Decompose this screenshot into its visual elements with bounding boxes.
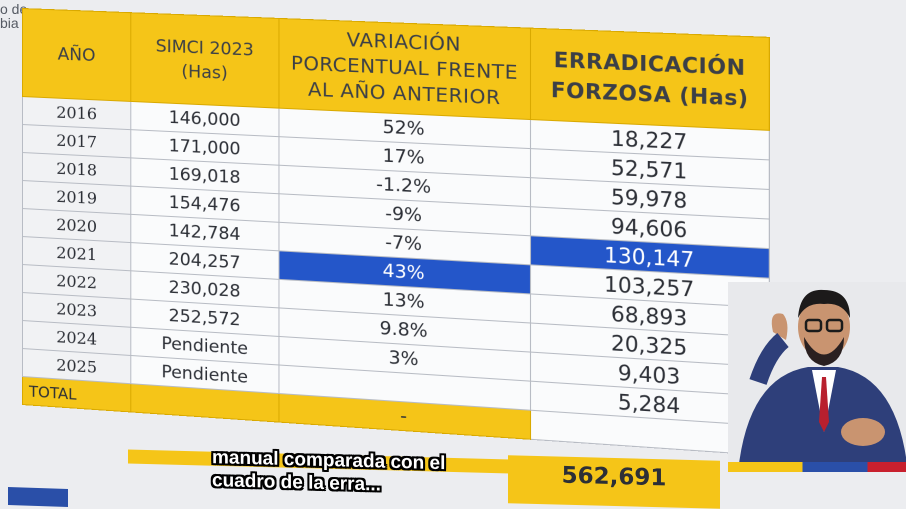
presentation-slide: AÑO SIMCI 2023 (Has) VARIACIÓN PORCENTUA… bbox=[8, 0, 906, 506]
total-label: TOTAL bbox=[22, 377, 131, 412]
color-stripe-decoration bbox=[728, 462, 906, 472]
grand-total-value: 562,691 bbox=[508, 455, 720, 509]
header-eradication: ERRADICACIÓN FORZOSA (Has) bbox=[531, 28, 770, 130]
sign-language-interpreter-image bbox=[728, 282, 906, 472]
blue-strip-decoration bbox=[8, 487, 68, 507]
interpreter-illustration bbox=[728, 282, 906, 472]
header-variation: VARIACIÓN PORCENTUAL FRENTE AL AÑO ANTER… bbox=[279, 18, 531, 119]
data-table: AÑO SIMCI 2023 (Has) VARIACIÓN PORCENTUA… bbox=[22, 8, 770, 456]
subtitle-caption: manual comparada con el cuadro de la err… bbox=[212, 446, 512, 500]
header-simci: SIMCI 2023 (Has) bbox=[131, 13, 279, 108]
header-year: AÑO bbox=[22, 9, 131, 102]
